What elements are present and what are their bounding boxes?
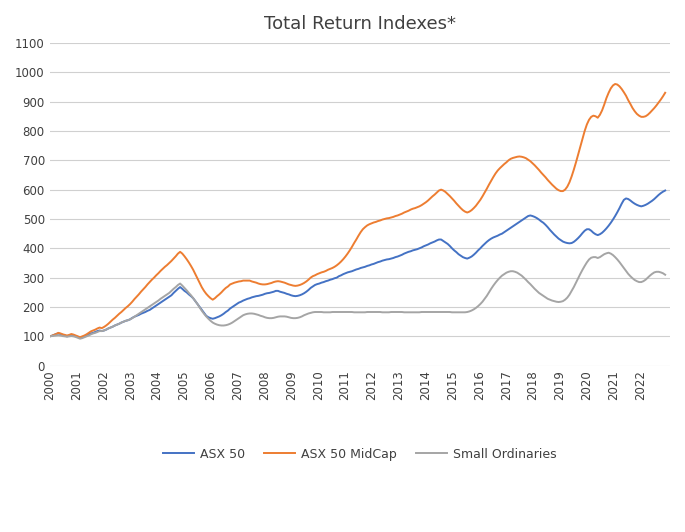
Small Ordinaries bbox=[76, 336, 84, 342]
Small Ordinaries bbox=[359, 309, 367, 315]
Legend: ASX 50, ASX 50 MidCap, Small Ordinaries: ASX 50, ASX 50 MidCap, Small Ordinaries bbox=[158, 443, 562, 466]
Line: ASX 50: ASX 50 bbox=[49, 190, 665, 338]
ASX 50 bbox=[461, 255, 469, 261]
ASX 50 MidCap bbox=[76, 334, 84, 340]
Small Ordinaries bbox=[604, 250, 612, 256]
ASX 50 bbox=[359, 264, 367, 271]
ASX 50 MidCap bbox=[461, 209, 469, 215]
ASX 50 MidCap bbox=[380, 216, 388, 222]
ASX 50 MidCap bbox=[163, 262, 171, 268]
Title: Total Return Indexes*: Total Return Indexes* bbox=[264, 15, 456, 33]
ASX 50 bbox=[661, 187, 669, 194]
Small Ordinaries bbox=[554, 299, 562, 305]
ASX 50 bbox=[85, 331, 93, 337]
ASX 50 MidCap bbox=[554, 187, 562, 194]
ASX 50 bbox=[554, 236, 562, 242]
Small Ordinaries bbox=[85, 332, 93, 339]
ASX 50 MidCap bbox=[611, 81, 619, 87]
Small Ordinaries bbox=[461, 309, 469, 315]
Small Ordinaries bbox=[380, 309, 388, 315]
Line: Small Ordinaries: Small Ordinaries bbox=[49, 253, 665, 339]
Small Ordinaries bbox=[661, 271, 669, 278]
ASX 50 bbox=[45, 333, 53, 339]
ASX 50 MidCap bbox=[661, 89, 669, 96]
ASX 50 MidCap bbox=[45, 333, 53, 339]
ASX 50 bbox=[163, 295, 171, 302]
Small Ordinaries bbox=[45, 333, 53, 339]
ASX 50 bbox=[380, 257, 388, 263]
ASX 50 MidCap bbox=[359, 226, 367, 232]
Line: ASX 50 MidCap: ASX 50 MidCap bbox=[49, 84, 665, 337]
Small Ordinaries bbox=[163, 291, 171, 297]
ASX 50 bbox=[76, 335, 84, 341]
ASX 50 MidCap bbox=[85, 330, 93, 336]
